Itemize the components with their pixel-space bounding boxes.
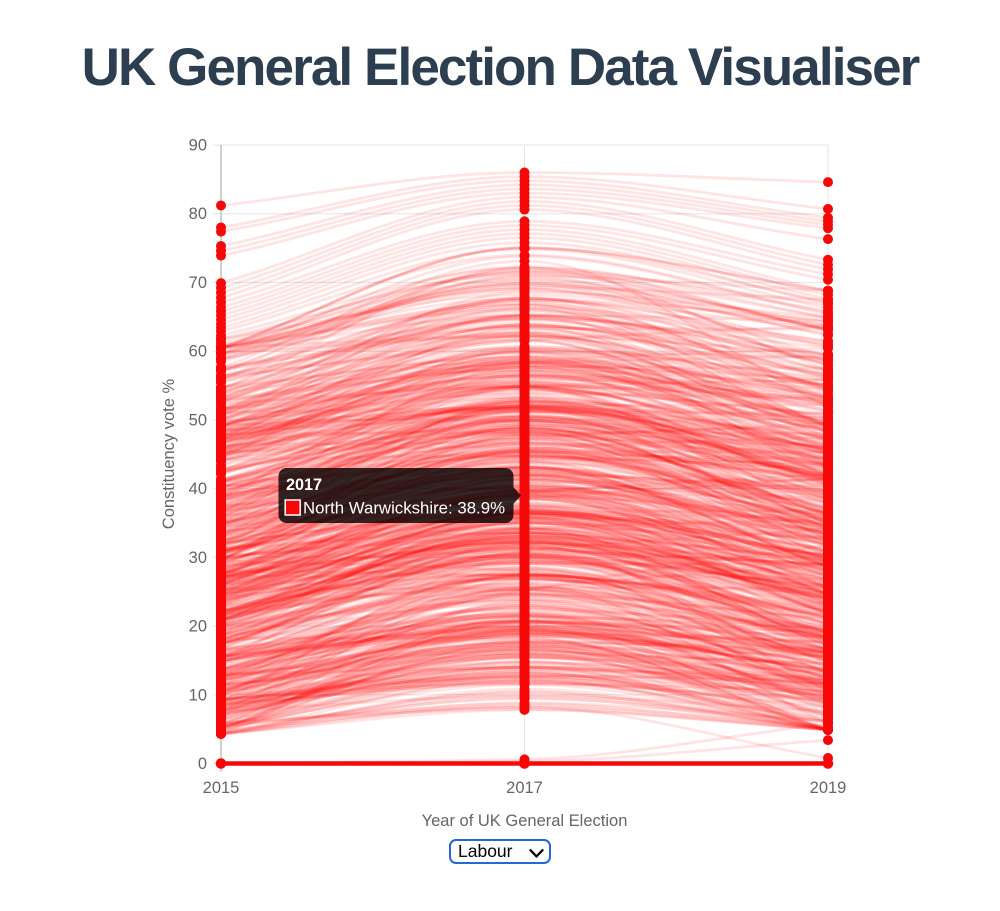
svg-text:90: 90 [189, 137, 207, 155]
svg-text:North Warwickshire: 38.9%: North Warwickshire: 38.9% [303, 499, 505, 518]
svg-text:20: 20 [189, 618, 207, 636]
svg-text:2019: 2019 [810, 779, 847, 797]
svg-text:80: 80 [189, 205, 207, 223]
svg-text:10: 10 [189, 686, 207, 704]
svg-text:2017: 2017 [286, 476, 322, 494]
svg-text:50: 50 [189, 411, 207, 429]
svg-text:2015: 2015 [203, 779, 240, 797]
svg-text:Constituency vote %: Constituency vote % [160, 378, 178, 529]
svg-text:60: 60 [189, 343, 207, 361]
svg-text:40: 40 [189, 480, 207, 498]
svg-text:2017: 2017 [506, 779, 543, 797]
svg-text:0: 0 [198, 755, 207, 773]
svg-text:30: 30 [189, 549, 207, 567]
svg-text:70: 70 [189, 274, 207, 292]
svg-text:Year of UK General Election: Year of UK General Election [422, 812, 628, 830]
